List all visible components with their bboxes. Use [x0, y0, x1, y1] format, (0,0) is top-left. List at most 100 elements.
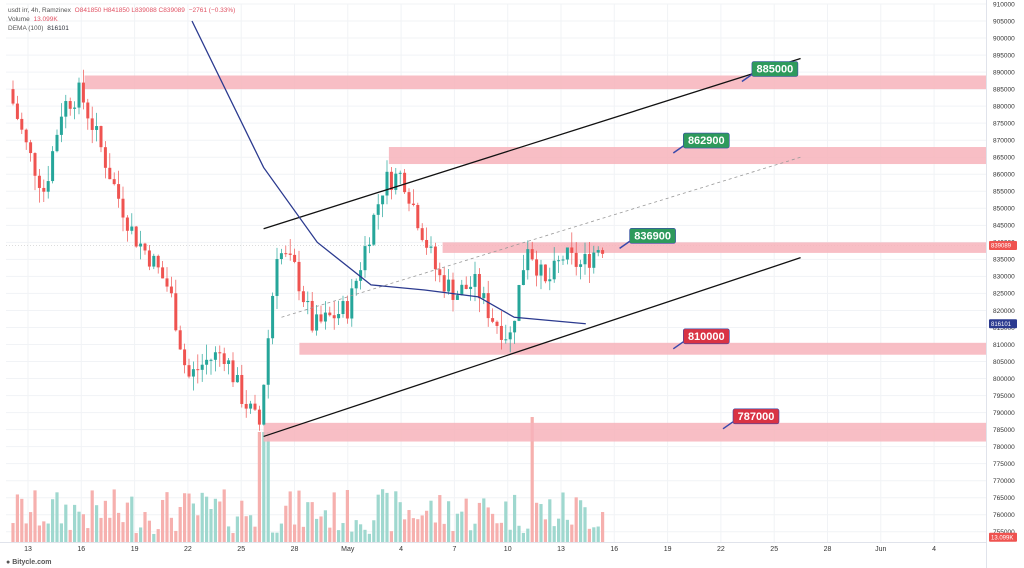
candle-body: [284, 253, 288, 255]
price-badge[interactable]: [989, 319, 1017, 329]
volume-bar: [68, 529, 72, 542]
candle-body: [561, 259, 565, 261]
candle-body: [535, 259, 539, 276]
zone-label-box[interactable]: [682, 328, 730, 345]
time-tick-label: 19: [131, 546, 139, 553]
volume-bar: [279, 523, 283, 542]
price-badge[interactable]: [989, 532, 1017, 542]
candle-body: [11, 89, 15, 104]
candle-body: [491, 318, 495, 322]
time-tick-label: 16: [610, 546, 618, 553]
time-tick-label: 25: [770, 546, 778, 553]
candle-body: [469, 286, 473, 290]
volume-bar: [240, 500, 244, 542]
zone-label-text[interactable]: 885000: [757, 64, 794, 76]
price-tick-label: 895000: [993, 52, 1015, 59]
zone-label-box[interactable]: [682, 132, 730, 149]
candle-body: [508, 332, 512, 340]
volume-bar: [86, 528, 90, 542]
dema-row[interactable]: DEMA (100) 816101: [8, 24, 235, 33]
price-badge[interactable]: [989, 240, 1017, 250]
volume-bar: [438, 495, 442, 542]
zone-label-text[interactable]: 836900: [634, 230, 671, 242]
candle-body: [139, 243, 143, 247]
price-tick-label: 820000: [993, 308, 1015, 315]
zone-label-box[interactable]: [732, 408, 780, 425]
candle-body: [407, 192, 411, 204]
volume-bar: [64, 504, 68, 542]
time-axis[interactable]: 13 16 19 22 25 28 May 4 7 10 13 16 19 22 25 28 Jun 4: [0, 542, 986, 554]
candle-body: [587, 254, 591, 268]
channel-lower-line[interactable]: [263, 257, 801, 438]
volume-bar: [337, 530, 341, 542]
volume-bar: [169, 517, 173, 542]
zone-787000[interactable]: [263, 422, 987, 442]
zone-810000[interactable]: [299, 342, 986, 355]
candle-body: [385, 171, 389, 196]
channel-mid-line[interactable]: [281, 156, 801, 318]
volume-bar: [429, 500, 433, 542]
volume-bar: [130, 496, 134, 542]
candle-body: [218, 352, 222, 354]
time-tick-label: May: [341, 546, 355, 553]
candle-body: [411, 203, 415, 205]
volume-bar: [139, 527, 143, 542]
candle-body: [174, 293, 178, 331]
candle-body: [477, 274, 481, 299]
dema-line[interactable]: [191, 20, 586, 325]
zone-label-text[interactable]: 787000: [738, 411, 775, 423]
candle-body: [73, 107, 77, 109]
candle-body: [152, 255, 156, 267]
volume-bar: [121, 522, 125, 542]
candle-body: [103, 147, 107, 168]
time-tick-label: 16: [77, 546, 85, 553]
trend-lines[interactable]: [191, 20, 801, 438]
volume-bar: [235, 516, 239, 542]
zone-836900[interactable]: [442, 242, 987, 253]
volume-bar: [332, 492, 336, 542]
volume-bar: [284, 505, 288, 542]
zone-label-box[interactable]: [751, 61, 799, 77]
candle-body: [517, 285, 521, 321]
zone-885000[interactable]: [84, 75, 987, 90]
price-tick-label: 910000: [993, 1, 1015, 8]
symbol-row[interactable]: usdt irr, 4h, Ramzinex O841850 H841850 L…: [8, 6, 235, 15]
volume-bar: [499, 522, 503, 542]
symbol-title[interactable]: usdt irr, 4h, Ramzinex: [8, 7, 71, 14]
label-pointer: [741, 73, 753, 83]
volume-bar: [77, 511, 81, 542]
brand-logo[interactable]: Bitycle.com: [12, 559, 52, 566]
volume-bar: [266, 432, 270, 542]
volume-bar: [222, 489, 226, 542]
zone-label-text[interactable]: 862900: [688, 135, 725, 147]
volume-label: Volume: [8, 16, 30, 23]
zone-labels[interactable]: 885000 862900 836900 810000 787000: [619, 61, 799, 430]
volume-bar: [156, 529, 160, 542]
zone-label-box[interactable]: [629, 228, 676, 244]
channel-upper-line[interactable]: [263, 57, 801, 230]
volume-bar: [596, 526, 600, 542]
volume-bar: [310, 502, 314, 542]
price-tick-label: 845000: [993, 223, 1015, 230]
price-tick-label: 780000: [993, 444, 1015, 451]
volume-bar: [543, 519, 547, 542]
candle-body: [59, 116, 63, 135]
candle-body: [227, 360, 231, 364]
volume-row[interactable]: Volume 13.099K: [8, 15, 235, 24]
candle-body: [363, 246, 367, 271]
candle-body: [306, 300, 310, 303]
volume-bar: [557, 518, 561, 542]
volume-bar: [381, 489, 385, 542]
candle-body: [55, 134, 59, 152]
candle-body: [95, 126, 99, 130]
volume-bar: [486, 507, 490, 542]
zone-label-text[interactable]: 810000: [688, 331, 725, 343]
volume-bar: [117, 512, 121, 542]
price-badge-text: 816101: [991, 322, 1012, 328]
globe-icon: ●: [6, 559, 11, 566]
zone-862900[interactable]: [388, 147, 986, 165]
candle-body: [240, 374, 244, 404]
price-axis[interactable]: 910000 905000 900000 895000 890000 885000 8800…: [986, 0, 1018, 568]
volume-bar: [477, 502, 481, 542]
